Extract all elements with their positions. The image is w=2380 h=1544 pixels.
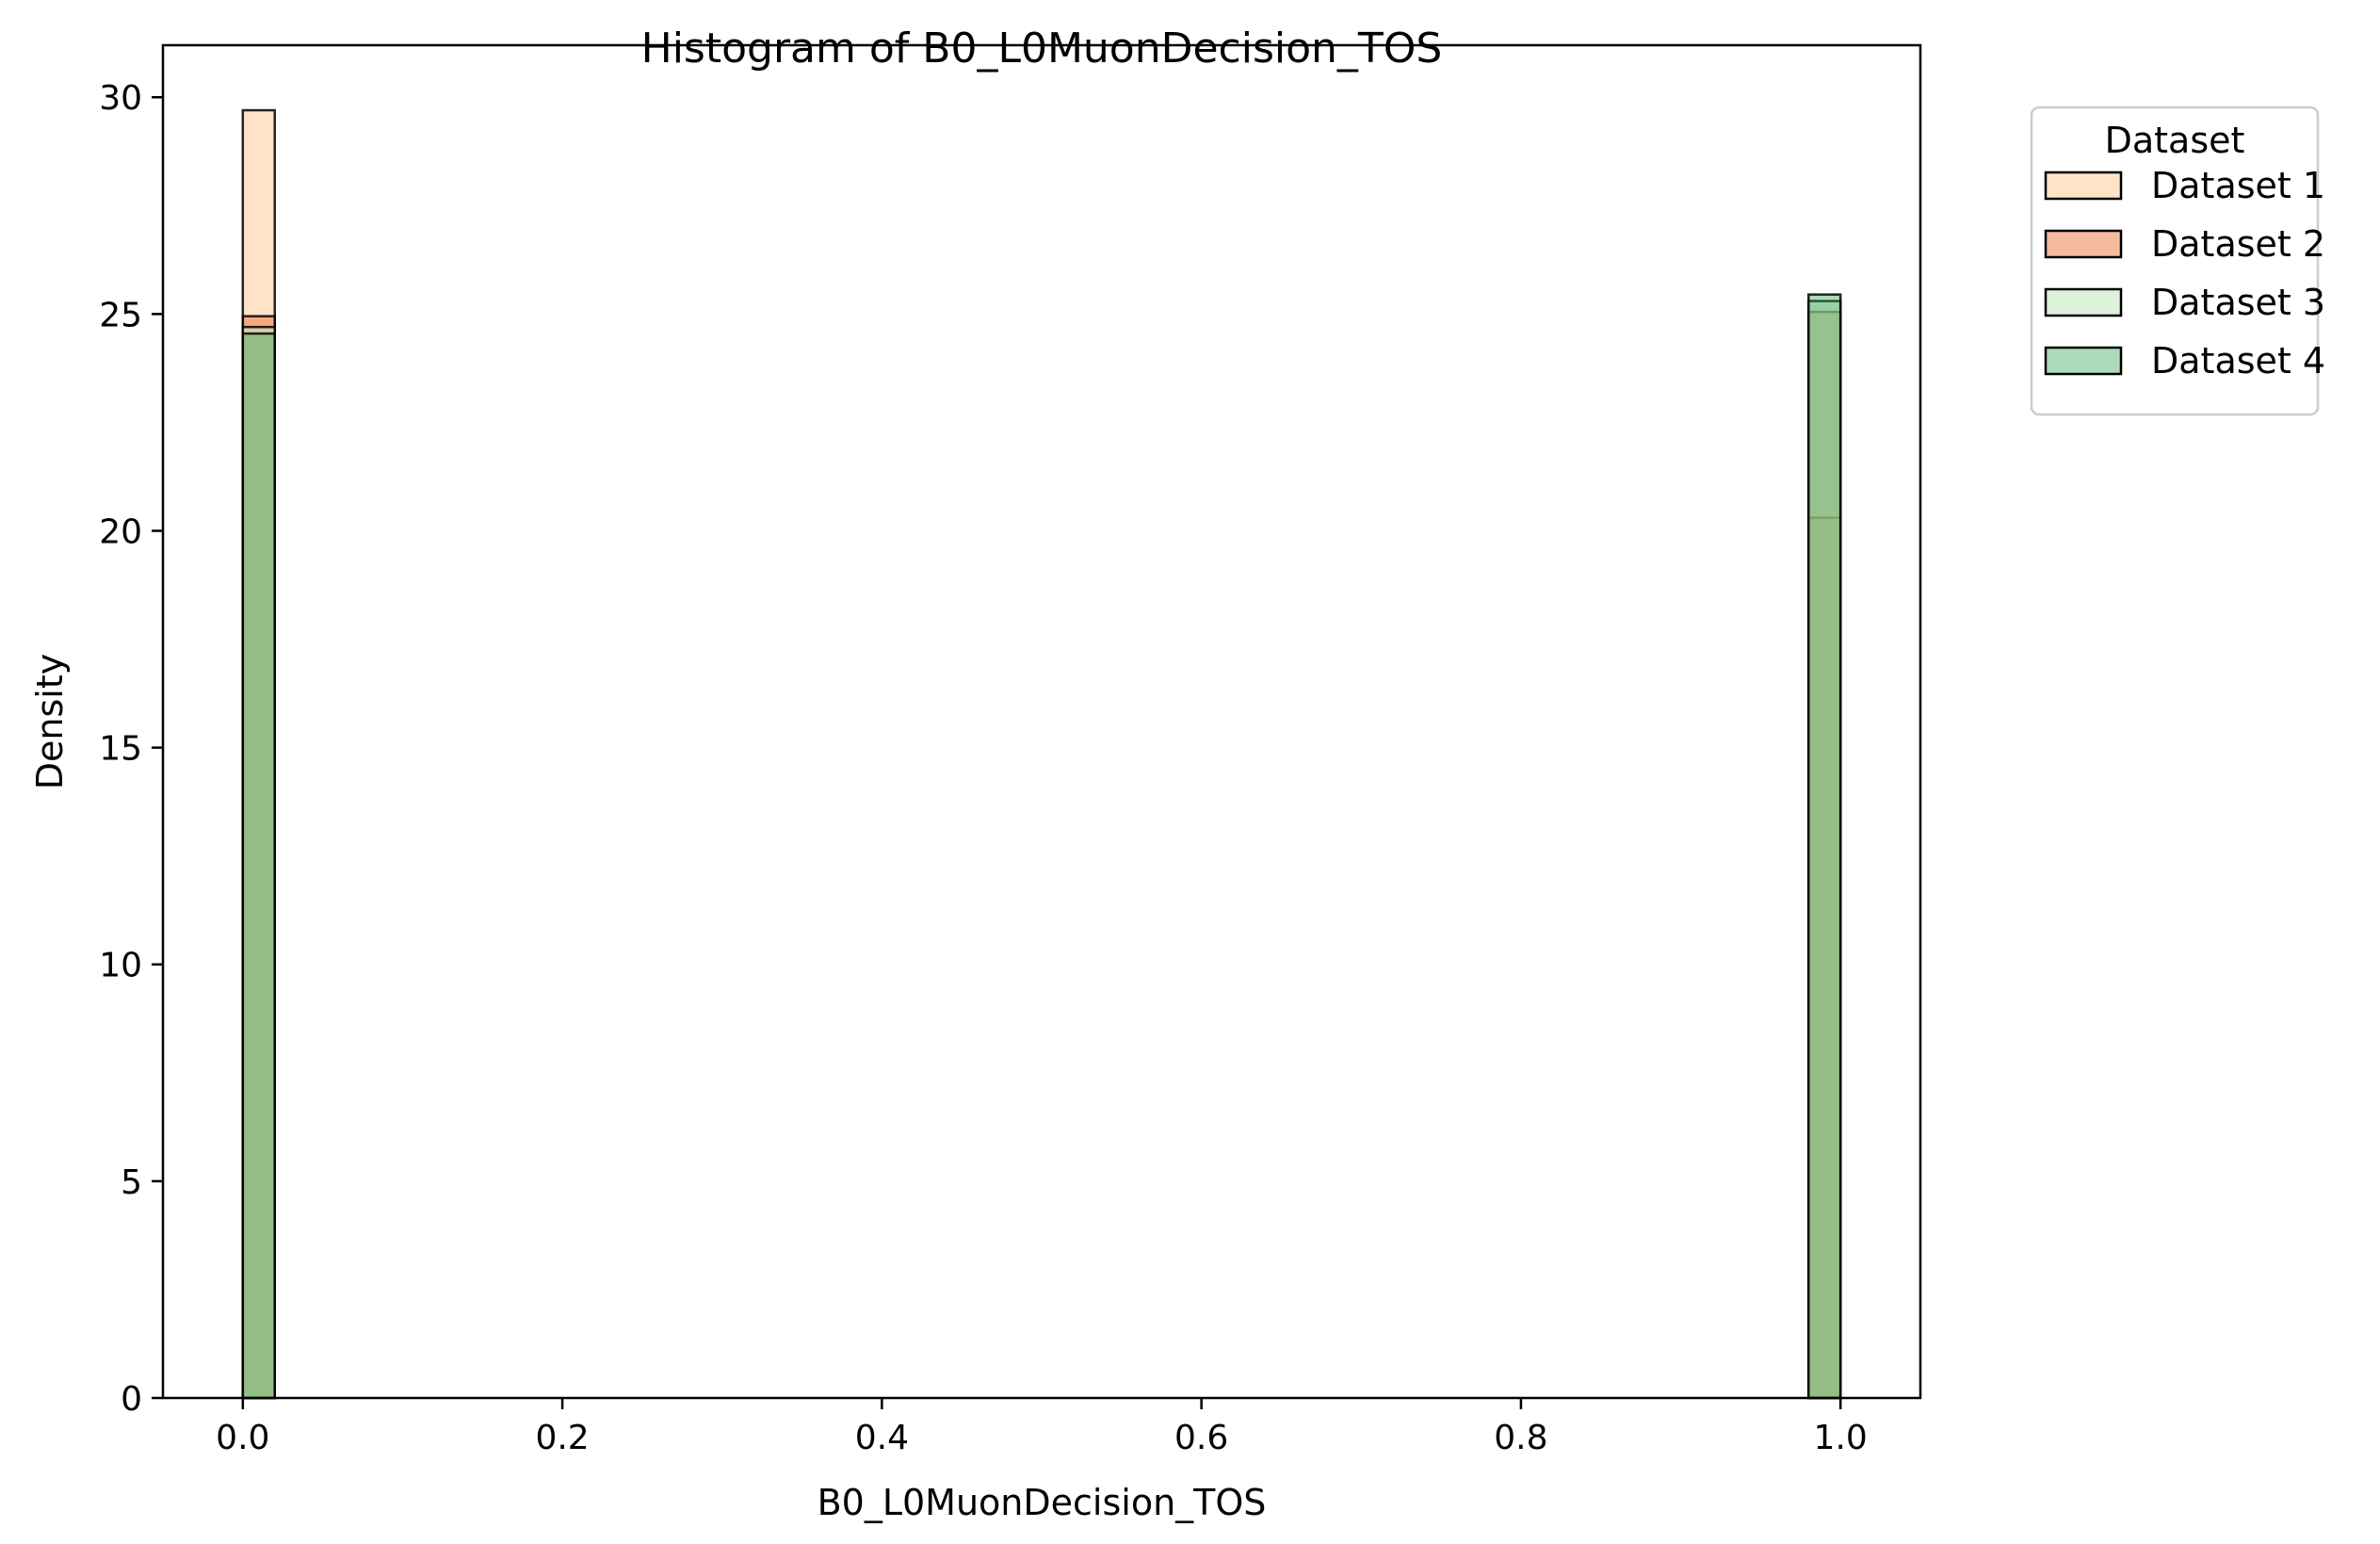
y-tick-label: 15 — [99, 730, 142, 769]
y-tick-label: 20 — [99, 512, 142, 551]
x-tick-label: 1.0 — [1814, 1419, 1868, 1457]
legend-label: Dataset 3 — [2151, 282, 2325, 323]
x-tick-label: 0.4 — [855, 1419, 909, 1457]
plot-frame — [161, 43, 1922, 1400]
chart-title: Histogram of B0_L0MuonDecision_TOS — [641, 24, 1443, 73]
y-tick-label: 0 — [121, 1380, 142, 1419]
x-axis-label: B0_L0MuonDecision_TOS — [818, 1482, 1267, 1523]
y-tick-label: 10 — [99, 947, 142, 985]
legend-swatch-dataset-1 — [2044, 171, 2123, 201]
legend-label: Dataset 1 — [2151, 165, 2325, 206]
y-axis-label: Density — [29, 654, 71, 789]
legend-swatch-dataset-4 — [2044, 346, 2123, 376]
x-tick-label: 0.6 — [1174, 1419, 1228, 1457]
x-tick-label: 0.0 — [216, 1419, 269, 1457]
y-tick-label: 25 — [99, 296, 142, 334]
legend-swatch-dataset-3 — [2044, 287, 2123, 317]
x-tick-label: 0.8 — [1494, 1419, 1547, 1457]
y-tick-label: 5 — [121, 1163, 142, 1202]
y-axis: 0 5 10 15 20 25 30 — [99, 79, 163, 1419]
legend-items: Dataset 1 Dataset 2 Dataset 3 Dataset 4 — [2044, 165, 2325, 382]
legend-swatch-dataset-2 — [2044, 229, 2123, 259]
bars-layer — [241, 108, 1842, 1400]
y-tick-label: 30 — [99, 79, 142, 118]
legend-label: Dataset 4 — [2151, 340, 2325, 382]
x-axis: 0.0 0.2 0.4 0.6 0.8 1.0 — [216, 1398, 1868, 1457]
x-tick-label: 0.2 — [535, 1419, 589, 1457]
bar-dataset-4-bin-1 — [1807, 293, 1842, 1400]
bar-dataset-4-bin-0 — [241, 332, 276, 1400]
legend-label: Dataset 2 — [2151, 223, 2325, 265]
legend-title: Dataset — [2105, 120, 2245, 161]
